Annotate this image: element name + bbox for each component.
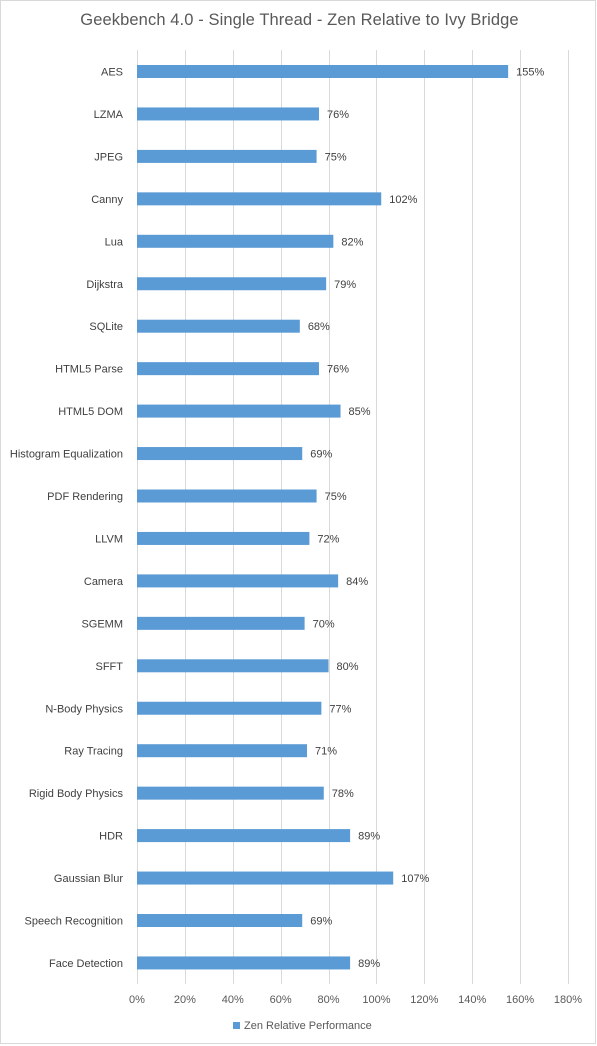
category-label: HTML5 Parse: [55, 364, 123, 376]
bar: [137, 701, 322, 715]
data-label: 76%: [327, 109, 349, 121]
legend-swatch: [233, 1022, 240, 1029]
data-label: 102%: [389, 194, 417, 206]
bar: [137, 319, 300, 333]
bar: [137, 829, 351, 843]
data-label: 80%: [337, 661, 359, 673]
x-tick-label: 180%: [554, 994, 582, 1006]
x-tick-label: 20%: [174, 994, 196, 1006]
category-label: Histogram Equalization: [10, 449, 123, 461]
category-label: AES: [101, 67, 123, 79]
data-label: 79%: [334, 279, 356, 291]
x-tick-label: 80%: [318, 994, 340, 1006]
x-tick-label: 0%: [129, 994, 145, 1006]
data-label: 75%: [325, 151, 347, 163]
bar: [137, 489, 317, 503]
data-label: 84%: [346, 576, 368, 588]
gridlines: [137, 50, 569, 984]
data-label: 69%: [310, 449, 332, 461]
legend: Zen Relative Performance: [233, 1020, 372, 1032]
data-label: 75%: [325, 491, 347, 503]
bar: [137, 616, 305, 630]
data-label: 71%: [315, 746, 337, 758]
bar: [137, 149, 317, 163]
data-label: 155%: [516, 67, 544, 79]
category-label: Gaussian Blur: [54, 873, 123, 885]
x-tick-label: 140%: [458, 994, 486, 1006]
bar: [137, 362, 319, 376]
bar: [137, 659, 329, 673]
bars: [137, 65, 509, 970]
data-label: 69%: [310, 916, 332, 928]
category-label: Rigid Body Physics: [29, 788, 124, 800]
x-tick-labels: 0% 20% 40% 60% 80% 100% 120% 140% 160% 180%: [129, 994, 582, 1006]
x-tick-label: 40%: [222, 994, 244, 1006]
category-label: Speech Recognition: [25, 916, 123, 928]
x-tick-label: 60%: [270, 994, 292, 1006]
bar: [137, 192, 382, 206]
category-label: LZMA: [94, 109, 124, 121]
data-label: 78%: [332, 788, 354, 800]
category-label: HDR: [99, 831, 123, 843]
bar: [137, 574, 339, 588]
category-labels: AES LZMA JPEG Canny Lua Dijkstra SQLite HTML5 P…: [10, 67, 124, 970]
bar: [137, 786, 324, 800]
bar: [137, 531, 310, 545]
bar: [137, 107, 319, 121]
data-label: 76%: [327, 364, 349, 376]
x-tick-label: 100%: [362, 994, 390, 1006]
category-label: JPEG: [94, 151, 123, 163]
data-label: 85%: [349, 406, 371, 418]
bar: [137, 277, 327, 291]
data-label: 77%: [329, 703, 351, 715]
bar: [137, 404, 341, 418]
bar: [137, 744, 308, 758]
category-label: Lua: [105, 236, 124, 248]
category-label: SQLite: [89, 321, 123, 333]
category-label: SFFT: [96, 661, 124, 673]
category-label: N-Body Physics: [45, 703, 123, 715]
category-label: LLVM: [95, 533, 123, 545]
category-label: PDF Rendering: [47, 491, 123, 503]
category-label: SGEMM: [81, 618, 123, 630]
data-label: 82%: [341, 236, 363, 248]
category-label: Camera: [84, 576, 124, 588]
bar: [137, 447, 303, 461]
bar: [137, 956, 351, 970]
bar: [137, 871, 394, 885]
category-label: Ray Tracing: [64, 746, 123, 758]
legend-label: Zen Relative Performance: [244, 1020, 372, 1032]
x-tick-label: 120%: [410, 994, 438, 1006]
category-label: Face Detection: [49, 958, 123, 970]
data-label: 72%: [317, 533, 339, 545]
data-label: 70%: [313, 618, 335, 630]
data-label: 68%: [308, 321, 330, 333]
data-label: 89%: [358, 831, 380, 843]
bar: [137, 234, 334, 248]
bar: [137, 65, 509, 78]
category-label: HTML5 DOM: [58, 406, 123, 418]
bar: [137, 914, 303, 927]
chart-title: Geekbench 4.0 - Single Thread - Zen Rela…: [80, 11, 519, 29]
data-label: 107%: [401, 873, 429, 885]
data-label: 89%: [358, 958, 380, 970]
x-tick-label: 160%: [506, 994, 534, 1006]
category-label: Canny: [91, 194, 123, 206]
category-label: Dijkstra: [86, 279, 124, 291]
data-labels: 155% 76% 75% 102% 82% 79% 68% 76% 85% 69% 75% 72% 84…: [308, 67, 545, 970]
